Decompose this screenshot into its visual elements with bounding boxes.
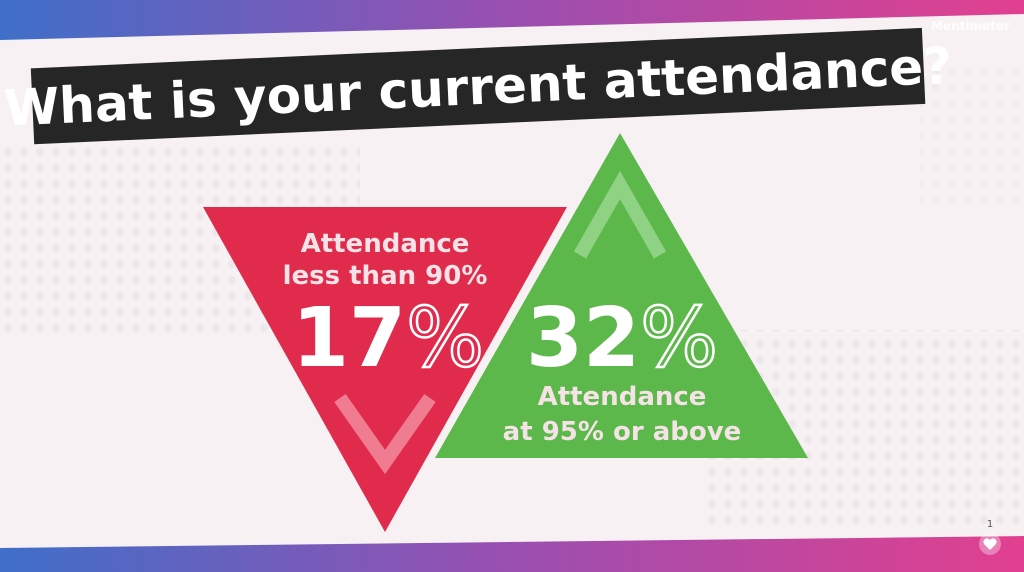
dot-pattern bbox=[920, 60, 1024, 210]
stat-value: 32% bbox=[526, 291, 718, 386]
heart-icon[interactable] bbox=[983, 538, 997, 550]
stat-value: 17% bbox=[292, 291, 484, 386]
title-background bbox=[30, 27, 926, 145]
reaction-count: 1 bbox=[987, 519, 993, 530]
stat-symbol: % bbox=[406, 291, 484, 386]
stat-number: 17 bbox=[292, 291, 406, 386]
up-chevron bbox=[573, 170, 667, 259]
stat-label: at 95% or above bbox=[503, 417, 742, 447]
stat-label: Attendance bbox=[538, 382, 707, 412]
red-triangle bbox=[203, 207, 567, 532]
stat-number: 32 bbox=[526, 291, 640, 386]
stat-label: Attendance bbox=[301, 229, 470, 259]
stat-symbol: % bbox=[640, 291, 718, 386]
down-chevron bbox=[334, 393, 436, 475]
heart-button[interactable] bbox=[979, 533, 1001, 555]
top-band bbox=[0, 0, 1024, 40]
stat-label: less than 90% bbox=[283, 261, 488, 291]
brand: Mentimeter bbox=[931, 19, 1010, 33]
green-triangle bbox=[435, 133, 808, 458]
bottom-band bbox=[0, 536, 1024, 572]
